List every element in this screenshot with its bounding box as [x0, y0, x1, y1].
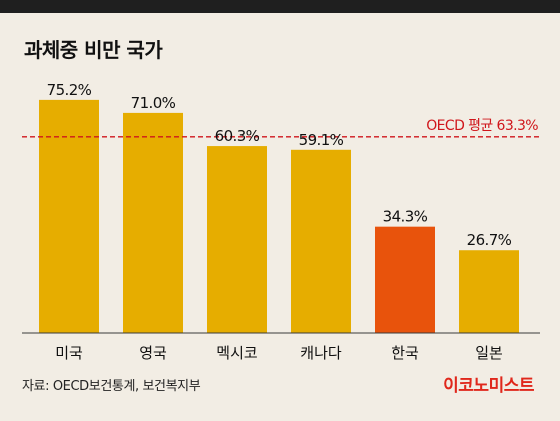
category-label-5: 한국 [391, 344, 419, 362]
bar-1 [39, 99, 99, 333]
bars-layer [22, 99, 540, 334]
value-label-1: 75.2% [47, 81, 92, 99]
bar-5 [375, 226, 435, 333]
value-label-6: 26.7% [467, 231, 512, 249]
value-label-5: 34.3% [383, 208, 428, 226]
reference-layer: OECD 평균 63.3% [22, 118, 540, 138]
category-label-1: 미국 [55, 344, 83, 362]
bar-6 [459, 250, 519, 333]
bar-4 [291, 149, 351, 333]
category-label-6: 일본 [475, 344, 503, 362]
category-label-4: 캐나다 [300, 344, 342, 362]
top-bar [0, 0, 560, 13]
bar-2 [123, 112, 183, 334]
chart-title: 과체중 비만 국가 [24, 38, 163, 62]
category-label-2: 영국 [139, 344, 167, 362]
value-label-3: 60.3% [215, 127, 260, 145]
publisher-logo: 이코노미스트 [443, 376, 534, 396]
oecd-average-label: OECD 평균 63.3% [426, 118, 538, 134]
value-label-2: 71.0% [131, 94, 176, 112]
value-label-4: 59.1% [299, 131, 344, 149]
labels-layer: 75.2% 미국 71.0% 영국 60.3% 멕시코 59.1% 캐나다 34.3% 한국 26.… [47, 81, 513, 362]
source-note: 자료: OECD보건통계, 보건복지부 [22, 379, 201, 394]
bar-3 [207, 146, 267, 333]
category-label-3: 멕시코 [216, 344, 257, 362]
